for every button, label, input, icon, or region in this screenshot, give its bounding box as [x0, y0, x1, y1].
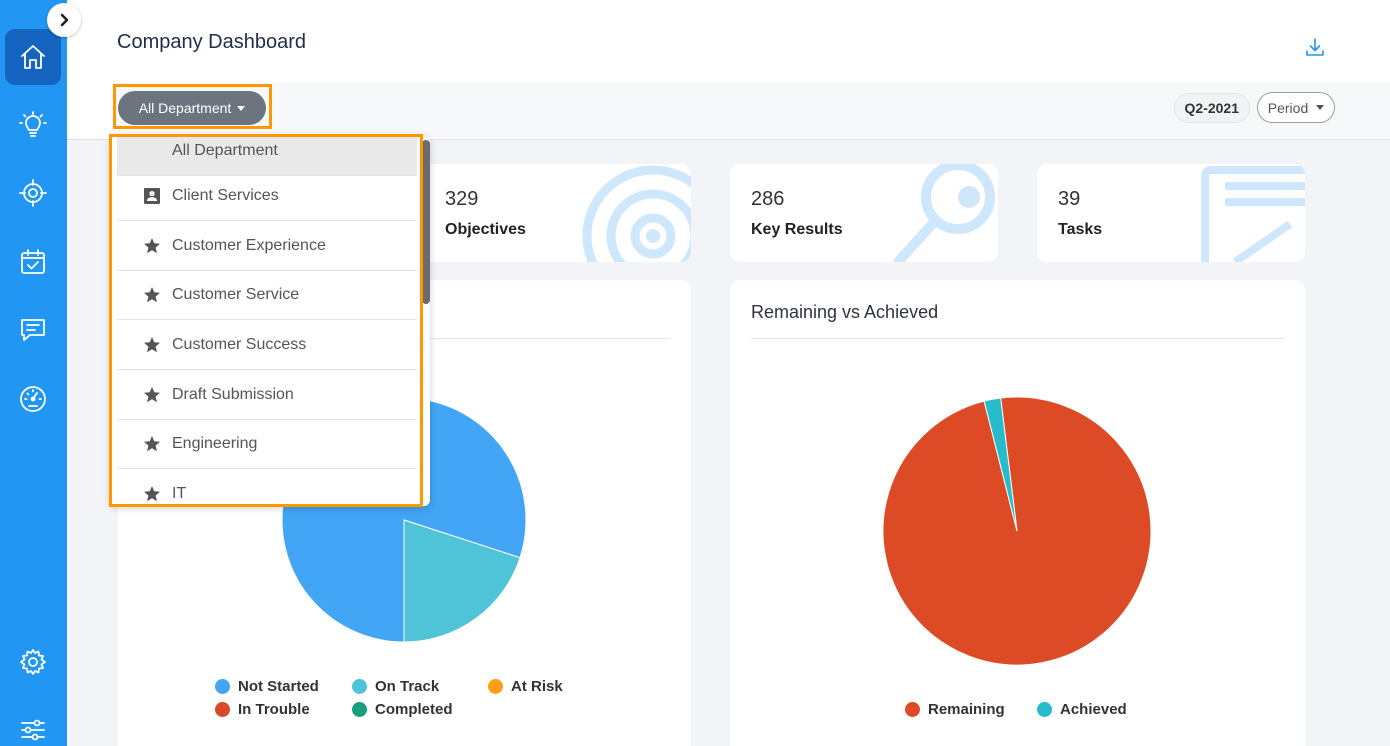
legend-item: Not Started — [215, 678, 319, 695]
target-icon — [582, 165, 691, 262]
stat-label: Objectives — [445, 221, 526, 238]
contact-card-icon — [142, 186, 162, 206]
nav-filters-button[interactable] — [5, 702, 61, 746]
task-icon — [1201, 166, 1305, 262]
remaining-achieved-card: Remaining vs Achieved Remaining Achieved — [730, 280, 1305, 746]
stat-value: 39 — [1058, 188, 1081, 210]
download-icon — [1306, 38, 1324, 56]
legend-item: Remaining — [905, 701, 1005, 718]
star-icon — [142, 285, 162, 305]
legend-swatch — [488, 679, 503, 694]
legend-label: On Track — [375, 678, 440, 695]
pie-slice-on-track[interactable] — [403, 519, 521, 643]
legend-swatch — [215, 679, 230, 694]
department-dropdown-menu: All Department Client Services Customer … — [110, 136, 430, 506]
calendar-check-icon — [21, 249, 45, 274]
star-icon — [142, 484, 162, 504]
sliders-icon — [21, 719, 45, 741]
legend-swatch — [215, 702, 230, 717]
dropdown-item-client-services[interactable]: Client Services — [117, 171, 417, 221]
legend-label: Achieved — [1060, 701, 1127, 718]
legend-swatch — [352, 702, 367, 717]
sidebar-toggle-button[interactable] — [47, 3, 81, 37]
download-button[interactable] — [1304, 36, 1326, 58]
star-icon — [142, 385, 162, 405]
dropdown-item-label: Customer Service — [172, 285, 300, 303]
legend-item: On Track — [352, 678, 439, 695]
dropdown-scrollbar[interactable] — [422, 140, 430, 304]
legend-item: At Risk — [488, 678, 563, 695]
star-icon — [142, 236, 162, 256]
dropdown-item-customer-experience[interactable]: Customer Experience — [117, 221, 417, 271]
dropdown-item-label: Customer Experience — [172, 236, 326, 254]
period-label: Period — [1267, 99, 1309, 116]
key-icon — [893, 164, 995, 262]
target-icon — [19, 179, 47, 207]
stat-card-tasks: 39 Tasks — [1037, 164, 1305, 262]
legend-label: In Trouble — [238, 701, 310, 718]
nav-objectives-button[interactable] — [5, 165, 61, 221]
dropdown-item-label: IT — [172, 484, 187, 502]
dropdown-item-draft-submission[interactable]: Draft Submission — [117, 370, 417, 420]
legend-item: In Trouble — [215, 701, 310, 718]
star-icon — [142, 434, 162, 454]
dropdown-item-label: Draft Submission — [172, 385, 294, 403]
empty-icon-slot — [142, 141, 162, 161]
dropdown-item-customer-success[interactable]: Customer Success — [117, 320, 417, 370]
nav-reports-button[interactable] — [5, 371, 61, 427]
department-filter-button[interactable]: All Department — [118, 91, 266, 125]
star-icon — [142, 335, 162, 355]
quarter-badge: Q2-2021 — [1173, 93, 1250, 123]
dropdown-item-label: Customer Success — [172, 335, 307, 353]
dropdown-item-customer-service[interactable]: Customer Service — [117, 270, 417, 320]
legend-label: Remaining — [928, 701, 1005, 718]
lightbulb-icon — [19, 111, 47, 137]
legend-item: Achieved — [1037, 701, 1127, 718]
legend-swatch — [1037, 702, 1052, 717]
page-title: Company Dashboard — [117, 31, 306, 53]
nav-home-button[interactable] — [5, 29, 61, 85]
stat-value: 329 — [445, 188, 479, 210]
stat-label: Key Results — [751, 221, 843, 238]
remaining-achieved-pie-chart — [882, 396, 1152, 666]
legend-swatch — [352, 679, 367, 694]
divider — [751, 338, 1284, 339]
nav-tasks-button[interactable] — [5, 234, 61, 290]
nav-settings-button[interactable] — [5, 634, 61, 690]
dropdown-item-it[interactable]: IT — [117, 469, 417, 506]
comment-icon — [21, 319, 45, 341]
stat-card-key-results: 286 Key Results — [730, 164, 998, 262]
legend-label: Completed — [375, 701, 453, 718]
period-dropdown[interactable]: Period — [1257, 92, 1335, 123]
home-icon — [21, 45, 45, 69]
gauge-icon — [20, 386, 46, 412]
caret-down-icon — [1316, 105, 1325, 110]
header: Company Dashboard All Department Q2-2021… — [67, 0, 1390, 140]
nav-ideas-button[interactable] — [5, 97, 61, 153]
dropdown-item-all-department[interactable]: All Department — [117, 136, 417, 176]
chevron-right-icon — [60, 13, 69, 27]
dropdown-item-label: Client Services — [172, 186, 279, 204]
legend-swatch — [905, 702, 920, 717]
pie-slice-achieved[interactable] — [983, 397, 1018, 532]
dropdown-item-engineering[interactable]: Engineering — [117, 419, 417, 469]
dropdown-item-label: Engineering — [172, 434, 258, 452]
stat-value: 286 — [751, 188, 785, 210]
department-filter-label: All Department — [138, 100, 232, 116]
stat-label: Tasks — [1058, 221, 1103, 238]
caret-down-icon — [237, 105, 246, 111]
gear-icon — [20, 649, 46, 675]
nav-feedback-button[interactable] — [5, 302, 61, 358]
legend-label: Not Started — [238, 678, 319, 695]
sidebar — [0, 0, 67, 746]
stat-card-objectives: 329 Objectives — [424, 164, 691, 262]
legend-label: At Risk — [511, 678, 563, 695]
chart-title: Remaining vs Achieved — [751, 302, 939, 322]
legend-item: Completed — [352, 701, 453, 718]
dropdown-item-label: All Department — [172, 141, 278, 159]
